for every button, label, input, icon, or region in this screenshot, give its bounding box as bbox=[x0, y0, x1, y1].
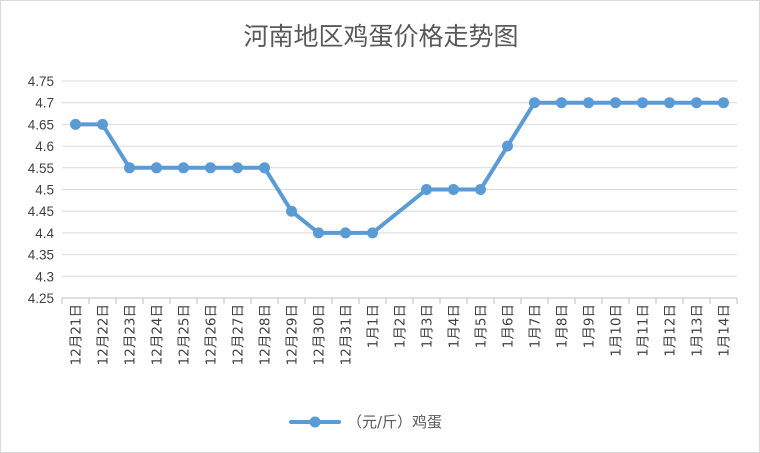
data-point bbox=[448, 184, 459, 195]
data-point bbox=[340, 227, 351, 239]
x-tick-label: 1月10日 bbox=[609, 304, 625, 357]
data-point bbox=[259, 162, 270, 174]
x-tick-label: 1月1日 bbox=[366, 304, 382, 348]
data-point bbox=[367, 227, 378, 239]
x-tick-label: 12月28日 bbox=[258, 304, 274, 365]
x-axis: 12月21日 12月22日 12月23日 12月24日 12月25日 12月26日 12月2… bbox=[61, 298, 738, 365]
grid bbox=[62, 80, 737, 299]
chart-title: 河南地区鸡蛋价格走势图 bbox=[243, 22, 518, 51]
data-point bbox=[178, 162, 189, 174]
legend[interactable]: （元/斤）鸡蛋 bbox=[289, 413, 442, 431]
data-point bbox=[664, 97, 675, 109]
data-point bbox=[610, 97, 621, 109]
data-point bbox=[583, 97, 594, 109]
data-point bbox=[637, 97, 648, 109]
x-tick-label: 12月31日 bbox=[339, 304, 355, 365]
y-tick-label: 4.65 bbox=[28, 117, 54, 132]
y-tick-label: 4.35 bbox=[28, 248, 54, 263]
data-point bbox=[421, 184, 432, 195]
data-point bbox=[529, 97, 540, 109]
y-tick-label: 4.25 bbox=[28, 291, 54, 306]
x-tick-label: 12月23日 bbox=[123, 304, 139, 365]
x-tick-label: 1月5日 bbox=[474, 304, 490, 348]
x-tick-label: 12月30日 bbox=[312, 304, 328, 365]
y-tick-label: 4.3 bbox=[35, 269, 54, 284]
x-tick-label: 12月29日 bbox=[285, 304, 301, 365]
x-tick-label: 1月14日 bbox=[717, 304, 733, 357]
data-point bbox=[97, 118, 108, 130]
y-tick-label: 4.5 bbox=[35, 183, 54, 198]
x-tick-label: 12月22日 bbox=[96, 304, 112, 365]
x-tick-label: 1月7日 bbox=[528, 304, 544, 348]
data-point bbox=[205, 162, 216, 174]
x-tick-label: 12月27日 bbox=[231, 304, 247, 365]
y-tick-label: 4.7 bbox=[35, 96, 54, 111]
x-tick-label: 1月2日 bbox=[393, 304, 409, 348]
legend-point-marker bbox=[309, 416, 321, 428]
data-point bbox=[232, 162, 243, 174]
x-tick-label: 1月11日 bbox=[636, 304, 652, 357]
data-point bbox=[70, 118, 81, 130]
y-tick-label: 4.55 bbox=[28, 161, 54, 176]
y-tick-label: 4.75 bbox=[28, 74, 54, 89]
data-point bbox=[691, 97, 702, 109]
y-axis-ticks: 4.25 4.3 4.35 4.4 4.45 4.5 4.55 4.6 4.65 4.7 4.75 bbox=[28, 74, 55, 306]
x-tick-label: 12月26日 bbox=[204, 304, 220, 365]
series-group bbox=[70, 97, 729, 239]
x-tick-label: 1月12日 bbox=[663, 304, 679, 357]
x-tick-label: 12月25日 bbox=[177, 304, 193, 365]
x-tick-label: 1月13日 bbox=[690, 304, 706, 357]
x-tick-label: 1月8日 bbox=[555, 304, 571, 348]
y-tick-label: 4.4 bbox=[35, 226, 54, 241]
data-point bbox=[151, 162, 162, 174]
legend-label: （元/斤）鸡蛋 bbox=[347, 413, 442, 431]
data-point bbox=[286, 205, 297, 217]
x-tick-label: 1月9日 bbox=[582, 304, 598, 348]
data-point bbox=[502, 140, 513, 152]
x-tick-label: 1月4日 bbox=[447, 304, 463, 348]
x-tick-label: 12月21日 bbox=[69, 304, 85, 365]
x-tick-label: 1月6日 bbox=[501, 304, 517, 348]
data-point bbox=[313, 227, 324, 239]
y-tick-label: 4.45 bbox=[28, 204, 54, 219]
data-point bbox=[124, 162, 135, 174]
y-tick-label: 4.6 bbox=[35, 139, 54, 154]
x-tick-label: 1月3日 bbox=[420, 304, 436, 348]
data-point bbox=[556, 97, 567, 109]
data-point bbox=[718, 97, 729, 109]
x-tick-label: 12月24日 bbox=[150, 304, 166, 365]
data-point bbox=[475, 184, 486, 195]
